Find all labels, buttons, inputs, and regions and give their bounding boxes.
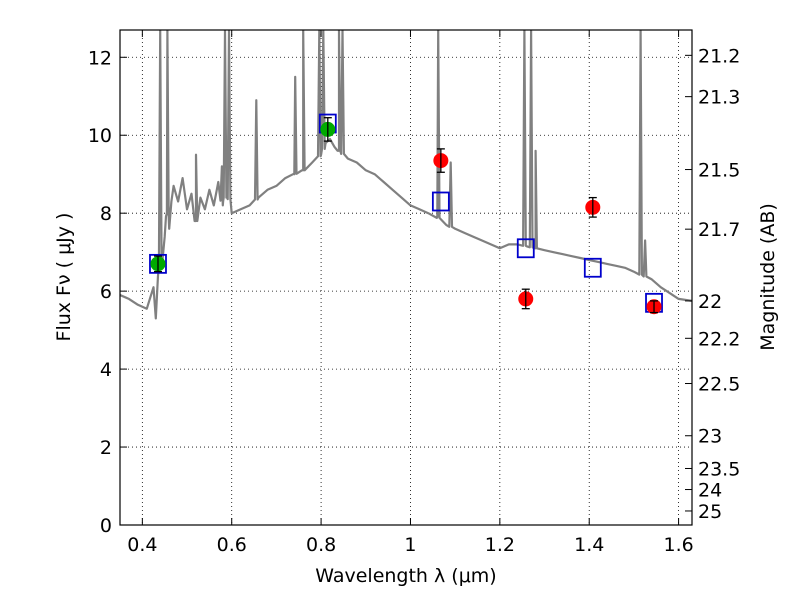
y-axis-label: Flux Fν ( μJy ) [53, 213, 75, 342]
x-tick-label: 1.2 [485, 534, 515, 556]
y-tick-label: 12 [88, 47, 112, 69]
model-flux-square [431, 191, 450, 212]
x-tick-label: 1 [404, 534, 416, 556]
y2-tick-label: 21.7 [698, 219, 740, 241]
model-flux-square [583, 257, 602, 278]
model-flux-square [149, 253, 167, 274]
y-tick-label: 2 [100, 437, 112, 459]
y-tick-label: 0 [100, 515, 112, 537]
y-tick-label: 10 [88, 125, 112, 147]
y-tick-label: 4 [100, 359, 112, 381]
x-tick-label: 1.4 [574, 534, 604, 556]
x-tick-label: 1.6 [663, 534, 693, 556]
y-tick-label: 6 [100, 281, 112, 303]
y2-tick-label: 25 [698, 501, 722, 523]
y2-tick-label: 22.2 [698, 328, 740, 350]
y2-axis-label: Magnitude (AB) [757, 203, 779, 351]
x-tick-label: 0.8 [306, 534, 336, 556]
plot-frame [119, 29, 693, 526]
y2-tick-label: 21.2 [698, 45, 740, 67]
plot-area [120, 30, 692, 320]
y-tick-label: 8 [100, 203, 112, 225]
y2-tick-label: 23.5 [698, 458, 740, 480]
x-axis-label: Wavelength λ (μm) [315, 565, 496, 587]
y2-tick-label: 21.3 [698, 87, 740, 109]
model-spectrum-line [120, 30, 692, 320]
model-flux-square [516, 238, 535, 259]
y2-tick-label: 24 [698, 480, 722, 502]
y2-tick-label: 22.5 [698, 374, 740, 396]
x-tick-label: 0.4 [127, 534, 157, 556]
y2-tick-label: 23 [698, 426, 722, 448]
x-tick-label: 0.6 [217, 534, 247, 556]
y2-tick-label: 22 [698, 291, 722, 313]
y2-tick-label: 21.5 [698, 160, 740, 182]
grid-lines [120, 30, 692, 525]
